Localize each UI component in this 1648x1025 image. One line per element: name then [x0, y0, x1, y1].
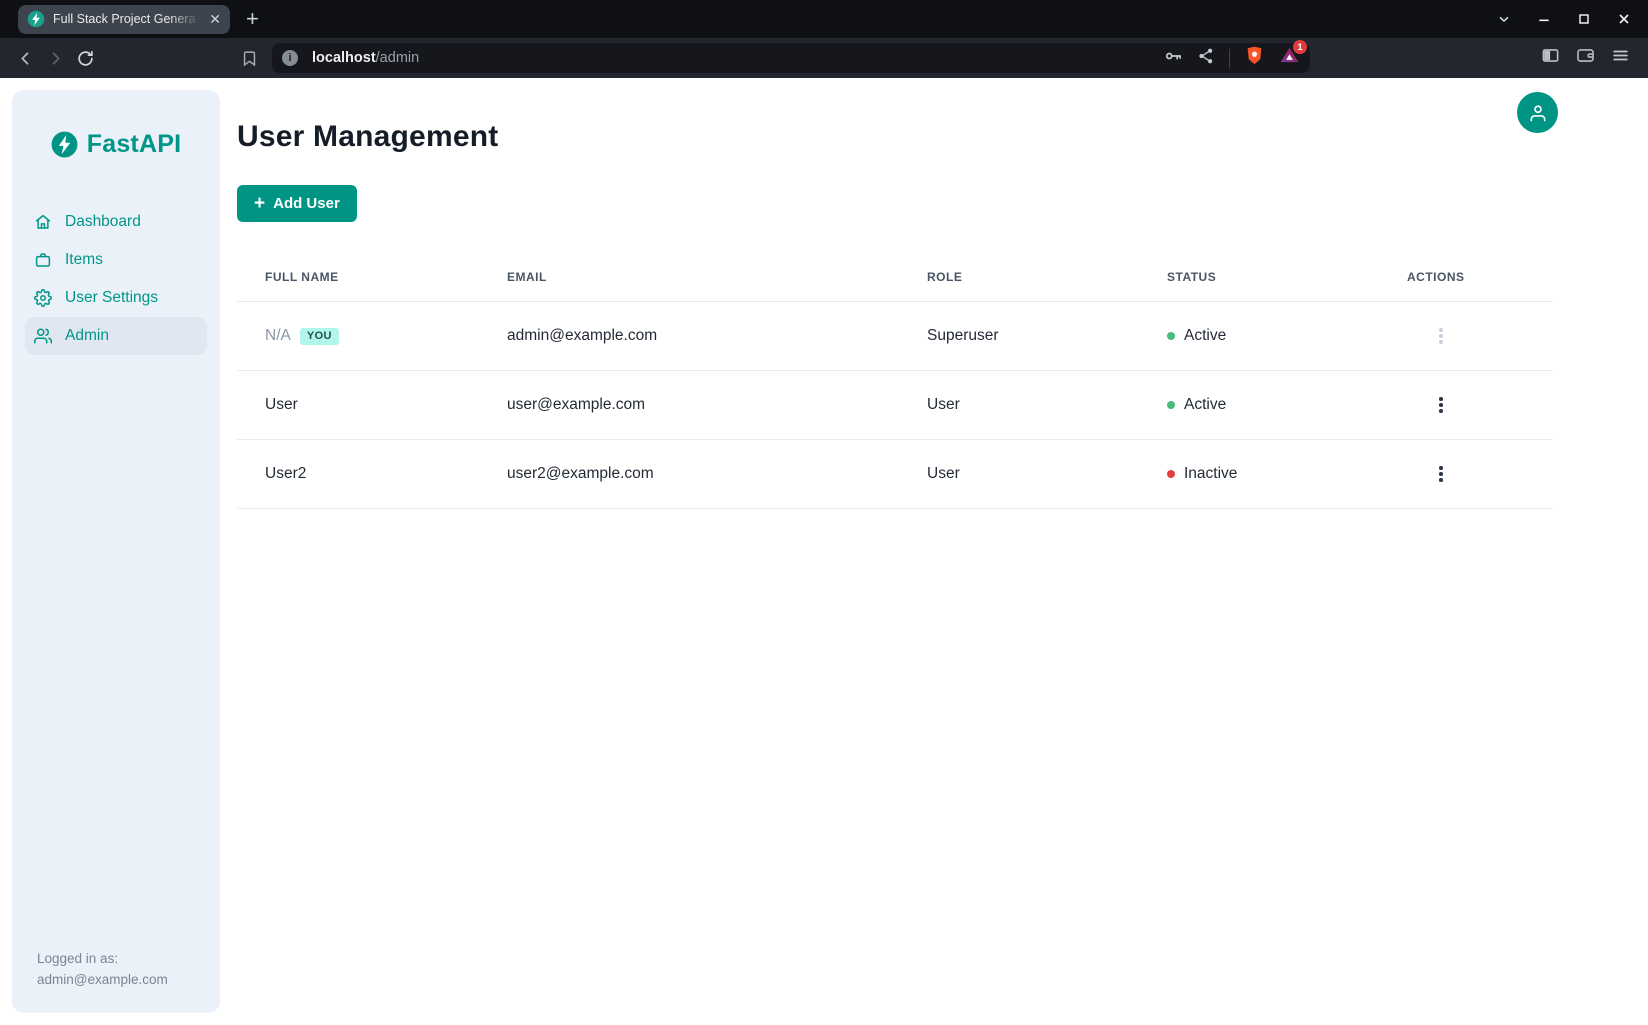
- row-actions-menu-button[interactable]: [1433, 322, 1449, 350]
- menu-hamburger-icon[interactable]: [1611, 46, 1630, 70]
- user-email: user@example.com: [507, 396, 646, 413]
- sidebar-toggle-icon[interactable]: [1541, 46, 1560, 70]
- row-actions-menu-button[interactable]: [1433, 460, 1449, 488]
- url-text[interactable]: localhost/admin: [312, 50, 1163, 66]
- new-tab-icon[interactable]: +: [246, 6, 259, 31]
- status-dot: [1167, 401, 1175, 409]
- user-icon: [1528, 103, 1548, 123]
- user-email: admin@example.com: [507, 327, 658, 344]
- forward-icon[interactable]: [40, 43, 70, 73]
- sidebar-item-admin[interactable]: Admin: [25, 317, 207, 355]
- status-dot: [1167, 470, 1175, 478]
- add-user-label: Add User: [273, 195, 340, 212]
- url-host: localhost: [312, 50, 376, 66]
- tab-title: Full Stack Project Genera: [53, 12, 196, 26]
- sidebar-nav: Dashboard Items User Settings Admin: [12, 203, 220, 355]
- user-role: Superuser: [927, 327, 999, 344]
- brand-name: FastAPI: [86, 130, 182, 158]
- sidebar-item-dashboard[interactable]: Dashboard: [25, 203, 207, 241]
- column-header-email: Email: [507, 270, 547, 284]
- column-header-full-name: Full Name: [265, 270, 339, 284]
- logged-in-info: Logged in as: admin@example.com: [12, 948, 220, 1013]
- plus-icon: +: [254, 193, 266, 214]
- browser-toolbar: i localhost/admin 1: [0, 38, 1648, 78]
- gear-icon: [34, 289, 52, 307]
- sidebar-item-label: User Settings: [65, 289, 159, 306]
- browser-tab[interactable]: Full Stack Project Genera ✕: [18, 4, 230, 34]
- column-header-actions: Actions: [1407, 270, 1465, 284]
- user-full-name: User2: [265, 465, 307, 482]
- user-status: Active: [1184, 396, 1227, 413]
- logged-in-label: Logged in as:: [37, 950, 119, 966]
- admin-page: FastAPI Dashboard Items User Settings Admin…: [0, 78, 1648, 1025]
- user-menu-button[interactable]: [1517, 92, 1558, 133]
- site-info-icon[interactable]: i: [282, 50, 298, 66]
- browser-tabstrip: Full Stack Project Genera ✕ +: [0, 0, 1648, 38]
- table-row: User2 user2@example.com User Inactive: [237, 440, 1553, 509]
- table-row: N/A YOU admin@example.com Superuser Acti…: [237, 302, 1553, 371]
- user-role: User: [927, 465, 960, 482]
- add-user-button[interactable]: + Add User: [237, 185, 357, 222]
- user-email: user2@example.com: [507, 465, 654, 482]
- window-close-icon[interactable]: [1616, 11, 1632, 27]
- user-status: Inactive: [1184, 465, 1238, 482]
- users-table: Full Name Email Role Status Actions N/A YOU …: [237, 258, 1553, 509]
- wallet-icon[interactable]: [1576, 46, 1595, 70]
- fastapi-lightning-icon: [51, 131, 78, 158]
- column-header-status: Status: [1167, 270, 1217, 284]
- home-icon: [34, 213, 52, 231]
- divider: [1229, 48, 1230, 68]
- table-row: User user@example.com User Active: [237, 371, 1553, 440]
- status-dot: [1167, 332, 1175, 340]
- favicon-lightning-icon: [27, 10, 45, 28]
- saved-passwords-key-icon[interactable]: [1163, 46, 1183, 71]
- you-badge: YOU: [299, 327, 339, 345]
- user-role: User: [927, 396, 960, 413]
- user-full-name: N/A: [265, 327, 291, 344]
- sidebar-item-label: Items: [65, 251, 103, 268]
- brave-shields-icon[interactable]: [1244, 45, 1265, 71]
- sidebar: FastAPI Dashboard Items User Settings Admin…: [12, 90, 220, 1013]
- brave-rewards-icon[interactable]: 1: [1279, 40, 1307, 71]
- table-header-row: Full Name Email Role Status Actions: [237, 258, 1553, 302]
- sidebar-item-label: Dashboard: [65, 213, 141, 230]
- table-body: N/A YOU admin@example.com Superuser Acti…: [237, 302, 1553, 509]
- briefcase-icon: [34, 251, 52, 269]
- url-path: /admin: [375, 50, 420, 66]
- sidebar-item-label: Admin: [65, 327, 109, 344]
- fastapi-logo: FastAPI: [51, 130, 181, 159]
- window-minimize-icon[interactable]: [1536, 11, 1552, 27]
- users-icon: [34, 327, 52, 345]
- tab-close-icon[interactable]: ✕: [209, 11, 221, 27]
- row-actions-menu-button[interactable]: [1433, 391, 1449, 419]
- user-status: Active: [1184, 327, 1227, 344]
- sidebar-item-user-settings[interactable]: User Settings: [25, 279, 207, 317]
- window-maximize-icon[interactable]: [1576, 11, 1592, 27]
- bookmark-icon[interactable]: [234, 43, 264, 73]
- sidebar-item-items[interactable]: Items: [25, 241, 207, 279]
- reload-icon[interactable]: [70, 43, 100, 73]
- address-bar[interactable]: i localhost/admin 1: [272, 40, 1310, 73]
- logged-in-email: admin@example.com: [37, 972, 168, 988]
- page-title: User Management: [237, 120, 499, 153]
- column-header-role: Role: [927, 270, 963, 284]
- main-content: User Management + Add User Full Name Emai…: [237, 78, 1553, 509]
- user-full-name: User: [265, 396, 298, 413]
- window-restore-down-icon[interactable]: [1496, 11, 1512, 27]
- share-icon[interactable]: [1197, 47, 1215, 70]
- rewards-notification-badge: 1: [1293, 40, 1307, 54]
- back-icon[interactable]: [10, 43, 40, 73]
